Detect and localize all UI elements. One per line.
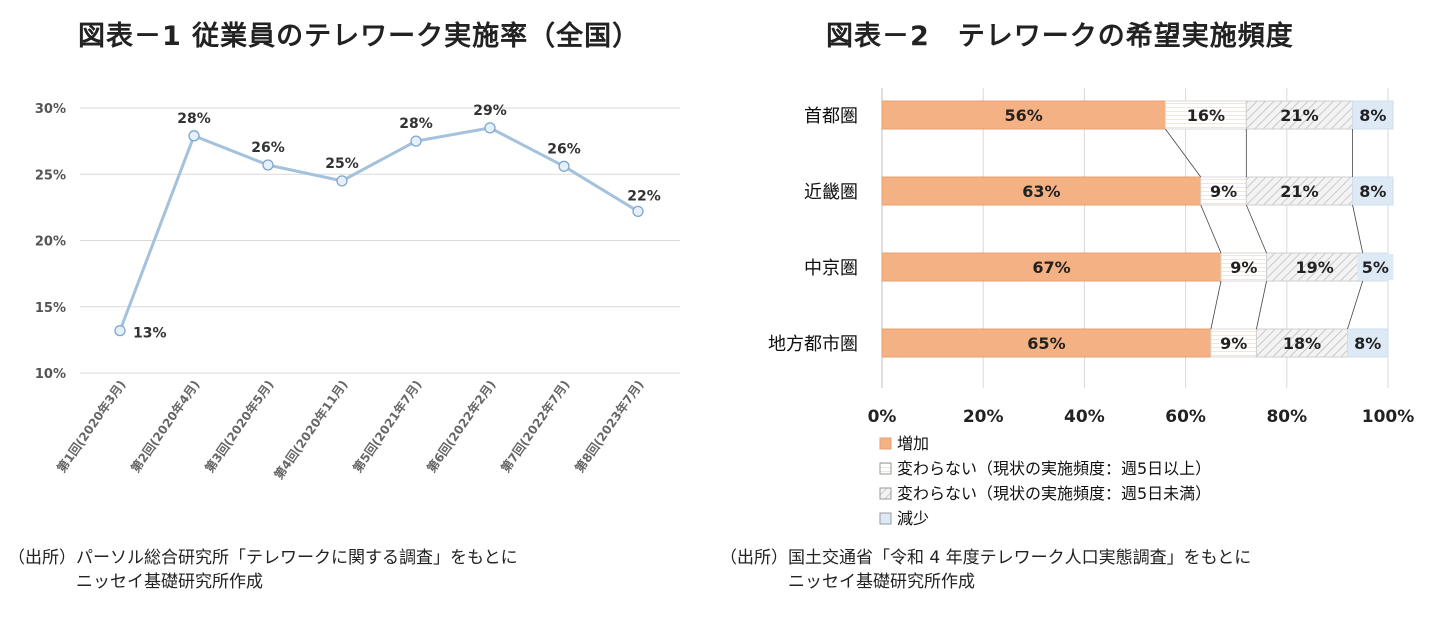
category-label: 近畿圏 <box>804 182 858 203</box>
segment-label: 21% <box>1280 106 1318 125</box>
x-tick-label: 第1回(2020年3月) <box>54 377 129 475</box>
line-chart: 10%15%20%25%30%第1回(2020年3月) 第2回(2020年4月) 第… <box>35 102 680 482</box>
label-box <box>1354 178 1391 204</box>
legend-label: 変わらない（現状の実施頻度：週5日以上） <box>897 459 1211 478</box>
chart1-source-line2: ニッセイ基礎研究所作成 <box>76 572 263 592</box>
bar-segment <box>1200 176 1247 206</box>
x-tick-label: 第2回(2020年4月) <box>128 377 203 475</box>
data-point <box>632 205 644 218</box>
series-connector <box>1210 280 1222 330</box>
data-label: 25% <box>325 156 359 172</box>
x-tick-label: 第6回(2022年2月) <box>424 377 499 475</box>
segment-label: 5% <box>1362 258 1389 277</box>
x-tick-label: 第5回(2021年7月) <box>350 377 425 475</box>
data-point <box>410 135 422 147</box>
series-connector <box>1200 204 1222 254</box>
category-label: 首都圏 <box>804 106 858 127</box>
chart1-source-line1: （出所）パーソル総合研究所「テレワークに関する調査」をもとに <box>8 548 518 568</box>
x-tick-label: 第7回(2022年7月) <box>498 377 573 475</box>
bar-segment <box>1255 328 1349 358</box>
chart2-source-line1: （出所）国土交通省「令和 4 年度テレワーク人口実態調査」をもとに <box>720 548 1252 568</box>
bar-segment <box>881 328 1212 358</box>
data-label: 26% <box>251 140 285 156</box>
chart2-source: （出所）国土交通省「令和 4 年度テレワーク人口実態調査」をもとに ニッセイ基礎… <box>720 546 1251 594</box>
data-label: 29% <box>473 103 507 119</box>
stacked-bar-chart: 0% 20% 40% 60% 80% 100% 首都圏 56% 16% 21% 8% 近畿圏 63% 9%… <box>768 88 1414 528</box>
data-label: 13% <box>133 326 167 342</box>
series-connector <box>1165 128 1202 178</box>
legend-swatch <box>879 487 892 500</box>
label-box <box>1354 102 1391 128</box>
data-label: 22% <box>627 188 661 204</box>
x-tick-label: 第3回(2020年5月) <box>202 377 277 475</box>
data-point <box>558 160 570 172</box>
legend-label: 増加 <box>897 434 929 453</box>
chart1-source: （出所）パーソル総合研究所「テレワークに関する調査」をもとに ニッセイ基礎研究所… <box>8 546 518 594</box>
x-tick-label: 100% <box>1362 407 1415 427</box>
segment-label: 8% <box>1359 106 1386 125</box>
legend-label: 減少 <box>897 509 929 528</box>
segment-label: 21% <box>1280 182 1318 201</box>
bar-segment <box>881 176 1202 206</box>
segment-label: 9% <box>1230 258 1257 277</box>
segment-label: 63% <box>1022 182 1060 201</box>
x-tick-label: 20% <box>963 407 1004 427</box>
category-label: 地方都市圏 <box>768 334 858 355</box>
x-tick-label: 60% <box>1165 407 1206 427</box>
segment-label: 8% <box>1354 334 1381 353</box>
series-connector <box>1352 204 1364 254</box>
x-tick-label: 80% <box>1266 407 1307 427</box>
data-point <box>188 130 200 142</box>
chart1-title: 図表－1 従業員のテレワーク実施率（全国） <box>78 21 641 52</box>
data-point <box>114 324 126 337</box>
segment-label: 19% <box>1295 258 1333 277</box>
bar-segment <box>1266 252 1364 282</box>
bar-segment <box>1164 100 1247 130</box>
x-tick-label: 第8回(2023年7月) <box>572 377 647 475</box>
chart2-source-line2: ニッセイ基礎研究所作成 <box>788 572 975 592</box>
segment-label: 8% <box>1359 182 1386 201</box>
y-tick-label: 30% <box>35 102 66 117</box>
segment-label: 16% <box>1187 106 1225 125</box>
legend-label: 変わらない（現状の実施頻度：週5日未満） <box>897 484 1211 503</box>
legend-swatch <box>879 437 892 450</box>
bar-segment <box>1220 252 1268 282</box>
data-point <box>262 159 274 171</box>
bar-segment <box>1210 328 1257 358</box>
series-connector <box>1256 280 1267 330</box>
legend-swatch <box>879 462 892 475</box>
y-tick-label: 10% <box>35 367 66 382</box>
label-box <box>1349 330 1386 356</box>
x-tick-label: 40% <box>1064 407 1105 427</box>
segment-label: 18% <box>1283 334 1321 353</box>
data-label: 28% <box>177 111 211 127</box>
data-point <box>484 122 496 134</box>
segment-label: 56% <box>1005 106 1043 125</box>
data-label: 26% <box>547 141 581 157</box>
data-point <box>336 175 348 187</box>
y-tick-label: 15% <box>35 301 66 316</box>
x-tick-label: 第4回(2020年11月) <box>271 377 351 482</box>
segment-label: 9% <box>1220 334 1247 353</box>
data-label: 28% <box>399 116 433 132</box>
x-tick-label: 0% <box>868 407 897 427</box>
series-connector <box>1245 204 1267 254</box>
legend-swatch <box>879 512 892 525</box>
segment-label: 9% <box>1210 182 1237 201</box>
category-label: 中京圏 <box>804 258 858 279</box>
bar-segment <box>881 252 1222 282</box>
segment-label: 67% <box>1032 258 1070 277</box>
y-tick-label: 20% <box>35 235 66 250</box>
series-line <box>118 126 639 332</box>
chart2-title: 図表－2 テレワークの希望実施頻度 <box>826 21 1294 52</box>
label-box <box>1357 254 1394 280</box>
series-connector <box>1347 280 1364 330</box>
segment-label: 65% <box>1027 334 1065 353</box>
y-tick-label: 25% <box>35 168 66 183</box>
